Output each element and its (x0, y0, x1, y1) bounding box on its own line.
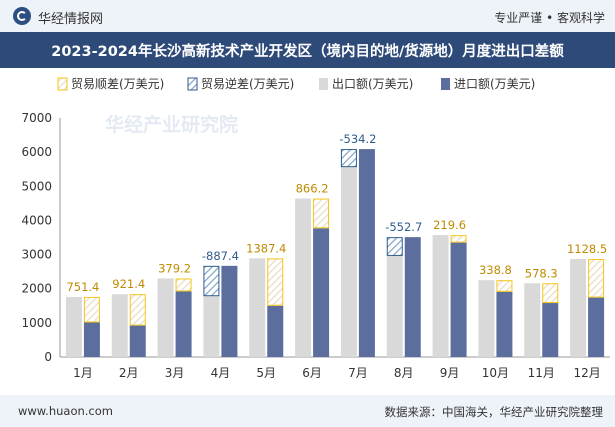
surplus-bar (175, 278, 192, 292)
balance-label: 921.4 (112, 277, 145, 291)
balance-label: 338.8 (479, 263, 512, 277)
y-tick-label: 6000 (21, 145, 52, 159)
surplus-bar (496, 280, 513, 292)
surplus-bar (313, 198, 330, 229)
balance-label: 219.6 (433, 218, 466, 232)
balance-label: -552.7 (385, 220, 422, 234)
import-swatch-icon (441, 78, 450, 90)
x-tick-label: 11月 (528, 366, 555, 380)
balance-label: 578.3 (525, 266, 558, 280)
import-bar (542, 303, 559, 357)
export-bar (157, 278, 174, 357)
legend-label: 贸易逆差(万美元) (201, 76, 294, 91)
x-tick-label: 3月 (165, 366, 185, 380)
export-bar (203, 296, 220, 357)
surplus-bar (450, 235, 467, 243)
x-tick-label: 4月 (211, 366, 231, 380)
huajing-logo-icon (13, 7, 31, 25)
y-tick-label: 0 (44, 350, 52, 364)
chart: 华经产业研究院 0 1000 2000 3000 4000 5000 6000 7000 1月 2… (21, 76, 610, 380)
legend-label: 进口额(万美元) (454, 77, 535, 91)
title-bar: 2023-2024年长沙高新技术产业开发区（境内目的地/货源地）月度进出口差额 (0, 32, 615, 68)
export-bar (524, 283, 541, 357)
balance-label: -887.4 (202, 249, 239, 263)
y-tick-label: 5000 (21, 179, 52, 193)
balance-label: 379.2 (158, 261, 191, 275)
x-tick-label: 6月 (302, 366, 322, 380)
import-bar (83, 322, 100, 357)
brand-name[interactable]: 华经情报网 (38, 12, 104, 27)
x-tick-label: 10月 (482, 366, 509, 380)
export-bar (570, 259, 587, 357)
legend-label: 贸易顺差(万美元) (71, 77, 164, 91)
deficit-bar (340, 149, 357, 168)
export-bar (249, 258, 266, 357)
export-bar (65, 296, 82, 357)
y-tick-label: 4000 (21, 213, 52, 227)
surplus-bar (542, 283, 559, 304)
export-bar (111, 294, 128, 357)
import-bar (588, 297, 605, 357)
data-source: 数据来源：中国海关，华经产业研究院整理 (384, 405, 604, 419)
import-bar (313, 228, 330, 357)
import-bar (358, 149, 375, 357)
surplus-swatch-icon (57, 77, 68, 91)
surplus-bar (83, 296, 100, 323)
import-bar (129, 325, 146, 357)
deficit-bar (386, 237, 403, 256)
y-tick-label: 1000 (21, 316, 52, 330)
export-bar (432, 235, 449, 357)
export-bar (340, 167, 357, 357)
import-bar (450, 242, 467, 357)
import-bar (404, 237, 421, 357)
balance-label: 866.2 (296, 182, 329, 196)
export-bar (386, 255, 403, 357)
balance-label: 751.4 (66, 280, 99, 294)
balance-label: 1128.5 (567, 242, 607, 256)
balance-label: 1387.4 (246, 241, 286, 255)
legend-label: 出口额(万美元) (332, 77, 413, 91)
import-bar (221, 265, 238, 357)
x-tick-label: 5月 (256, 366, 276, 380)
header-bar: 华经情报网 专业严谨 • 客观科学 (0, 0, 615, 32)
import-bar (267, 305, 284, 357)
deficit-bar (203, 265, 220, 297)
export-swatch-icon (319, 78, 328, 90)
surplus-bar (267, 258, 284, 306)
y-tick-label: 7000 (21, 111, 52, 125)
x-tick-label: 12月 (573, 366, 600, 380)
surplus-bar (129, 294, 146, 326)
footer-bar: www.huaon.com 数据来源：中国海关，华经产业研究院整理 (0, 395, 615, 427)
balance-label: -534.2 (339, 132, 376, 146)
website-link[interactable]: www.huaon.com (18, 404, 113, 418)
slogan: 专业严谨 • 客观科学 (494, 11, 605, 25)
import-bar (175, 291, 192, 357)
x-tick-label: 2月 (119, 366, 139, 380)
y-tick-label: 3000 (21, 248, 52, 262)
deficit-swatch-icon (187, 77, 198, 91)
x-tick-label: 9月 (440, 366, 460, 380)
chart-title: 2023-2024年长沙高新技术产业开发区（境内目的地/货源地）月度进出口差额 (51, 44, 564, 60)
export-bar (295, 198, 312, 357)
x-tick-label: 7月 (348, 366, 368, 380)
import-bar (496, 291, 513, 357)
x-tick-label: 1月 (73, 366, 93, 380)
surplus-bar (588, 259, 605, 298)
export-bar (478, 280, 495, 357)
watermark: 华经产业研究院 (105, 113, 238, 136)
y-tick-label: 2000 (21, 282, 52, 296)
x-tick-label: 8月 (394, 366, 414, 380)
